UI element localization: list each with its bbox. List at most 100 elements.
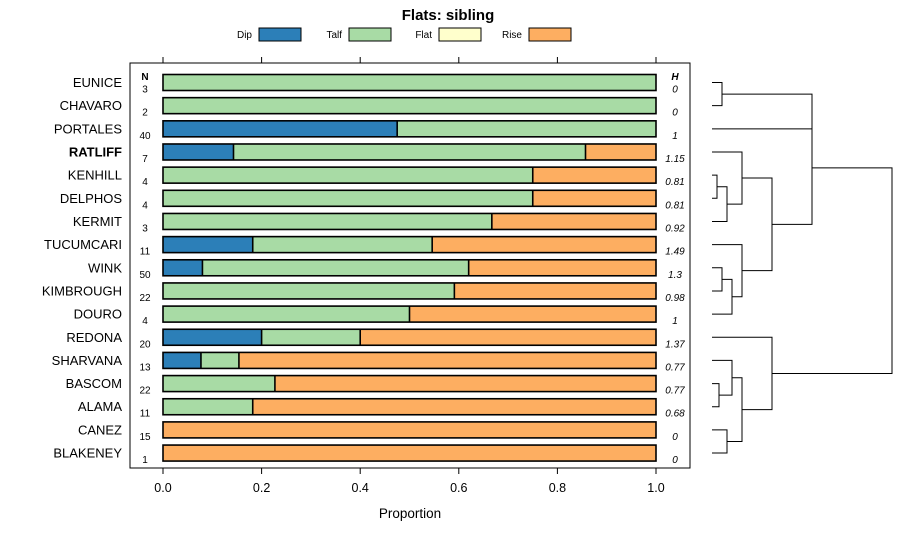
bar-segment-rise xyxy=(432,236,656,253)
legend-swatch xyxy=(348,27,392,42)
row-h-value: 0.68 xyxy=(665,409,685,420)
bar-segment-rise xyxy=(468,259,656,276)
bar-segment-rise xyxy=(163,421,656,438)
row-h-value: 0.98 xyxy=(665,293,685,304)
row-h-value: 0.77 xyxy=(665,362,685,373)
bar-segment-talf xyxy=(163,190,533,207)
bar-row xyxy=(162,189,657,208)
bar-segment-dip xyxy=(163,329,262,346)
row-h-value: 0 xyxy=(672,455,678,466)
legend-label: Rise xyxy=(502,30,522,41)
row-label: BLAKENEY xyxy=(53,446,122,461)
x-tick-label: 0.4 xyxy=(352,481,369,495)
dendrogram-link xyxy=(712,186,728,222)
dendrogram-link xyxy=(712,429,728,454)
row-n-value: 4 xyxy=(142,177,148,188)
bar-segment-talf xyxy=(252,236,433,253)
row-label: CANEZ xyxy=(78,422,122,437)
bar-segment-dip xyxy=(163,236,253,253)
row-n-value: 7 xyxy=(142,154,148,165)
chart-title: Flats: sibling xyxy=(402,7,495,24)
bar-outline xyxy=(162,73,657,92)
dendrogram-link xyxy=(712,359,733,396)
bar-segment-talf xyxy=(163,167,533,184)
row-h-value: 0 xyxy=(672,85,678,96)
row-label: CHAVARO xyxy=(60,98,122,113)
row-label: BASCOM xyxy=(66,376,122,391)
bar-row xyxy=(162,282,657,300)
bar-segment-talf xyxy=(261,329,361,346)
bar-segment-talf xyxy=(163,398,253,415)
dendrogram-link xyxy=(712,93,813,130)
bar-segment-talf xyxy=(202,259,469,276)
row-label: WINK xyxy=(88,260,122,275)
x-axis: 0.0 0.2 0.4 0.6 0.8 1.0 xyxy=(154,57,665,495)
bar-segment-rise xyxy=(238,352,656,369)
n-column-header: N xyxy=(141,72,148,83)
row-label: RATLIFF xyxy=(69,144,122,159)
dendrogram-link xyxy=(712,267,723,292)
bar-outline xyxy=(162,235,657,254)
bar-segment-talf xyxy=(163,97,656,114)
row-label: TUCUMCARI xyxy=(44,237,122,252)
x-tick-label: 1.0 xyxy=(647,481,664,495)
row-h-value: 0.77 xyxy=(665,386,685,397)
bar-segment-talf xyxy=(163,213,492,230)
bar-outline xyxy=(162,328,657,347)
row-h-value: 0 xyxy=(672,108,678,119)
dendrogram xyxy=(712,82,893,454)
bar-segment-rise xyxy=(274,375,656,392)
bar-segment-talf xyxy=(200,352,239,369)
bar-segment-rise xyxy=(532,167,656,184)
row-labels: EUNICE CHAVARO PORTALES RATLIFF KENHILL DELPH… xyxy=(42,75,122,461)
dendrogram-link xyxy=(712,174,718,199)
legend: Dip Talf Flat Rise xyxy=(237,27,572,42)
bar-segment-rise xyxy=(163,445,656,462)
bar-outline xyxy=(162,166,657,184)
bar-outline xyxy=(162,421,657,439)
dendrogram-link xyxy=(727,377,743,442)
bar-segment-rise xyxy=(252,398,656,415)
dendrogram-link xyxy=(772,111,813,225)
row-n-value: 2 xyxy=(142,108,148,119)
row-n-value: 4 xyxy=(142,316,148,327)
bar-row xyxy=(162,258,657,277)
bar-outline xyxy=(162,444,657,462)
row-h-value: 0.92 xyxy=(665,223,685,234)
row-label: PORTALES xyxy=(54,121,122,136)
row-label: KENHILL xyxy=(68,168,122,183)
row-label: KIMBROUGH xyxy=(42,283,122,298)
row-label: DELPHOS xyxy=(60,191,122,206)
bar-row xyxy=(162,421,657,439)
row-h-value: 0.81 xyxy=(665,200,684,211)
bar-row xyxy=(162,444,657,462)
legend-label: Talf xyxy=(326,30,342,41)
x-tick-label: 0.6 xyxy=(450,481,467,495)
row-h-value: 0.81 xyxy=(665,177,684,188)
bar-outline xyxy=(162,96,657,115)
row-label: ALAMA xyxy=(78,399,122,414)
x-tick-label: 0.0 xyxy=(154,481,171,495)
bar-segment-dip xyxy=(163,352,201,369)
bar-row xyxy=(162,166,657,184)
row-h-value: 1.49 xyxy=(665,247,685,258)
h-labels: 0 0 1 1.15 0.81 0.81 0.92 1.49 1.3 0.98 1 1.37 0.77 0… xyxy=(665,85,685,467)
bar-outline xyxy=(162,258,657,277)
row-n-value: 15 xyxy=(139,432,151,443)
bar-row xyxy=(162,305,657,323)
bars-layer xyxy=(162,73,657,462)
h-column-header: H xyxy=(671,72,679,83)
bar-segment-rise xyxy=(532,190,656,207)
legend-swatch xyxy=(528,27,572,42)
row-label: KERMIT xyxy=(73,214,122,229)
row-n-value: 3 xyxy=(142,85,148,96)
bar-outline xyxy=(162,282,657,300)
row-n-value: 20 xyxy=(139,339,151,350)
bar-segment-talf xyxy=(233,143,586,160)
legend-label: Dip xyxy=(237,30,252,41)
row-n-value: 22 xyxy=(139,293,151,304)
bar-row xyxy=(162,351,657,370)
row-n-value: 40 xyxy=(139,131,151,142)
row-n-value: 11 xyxy=(140,247,151,258)
